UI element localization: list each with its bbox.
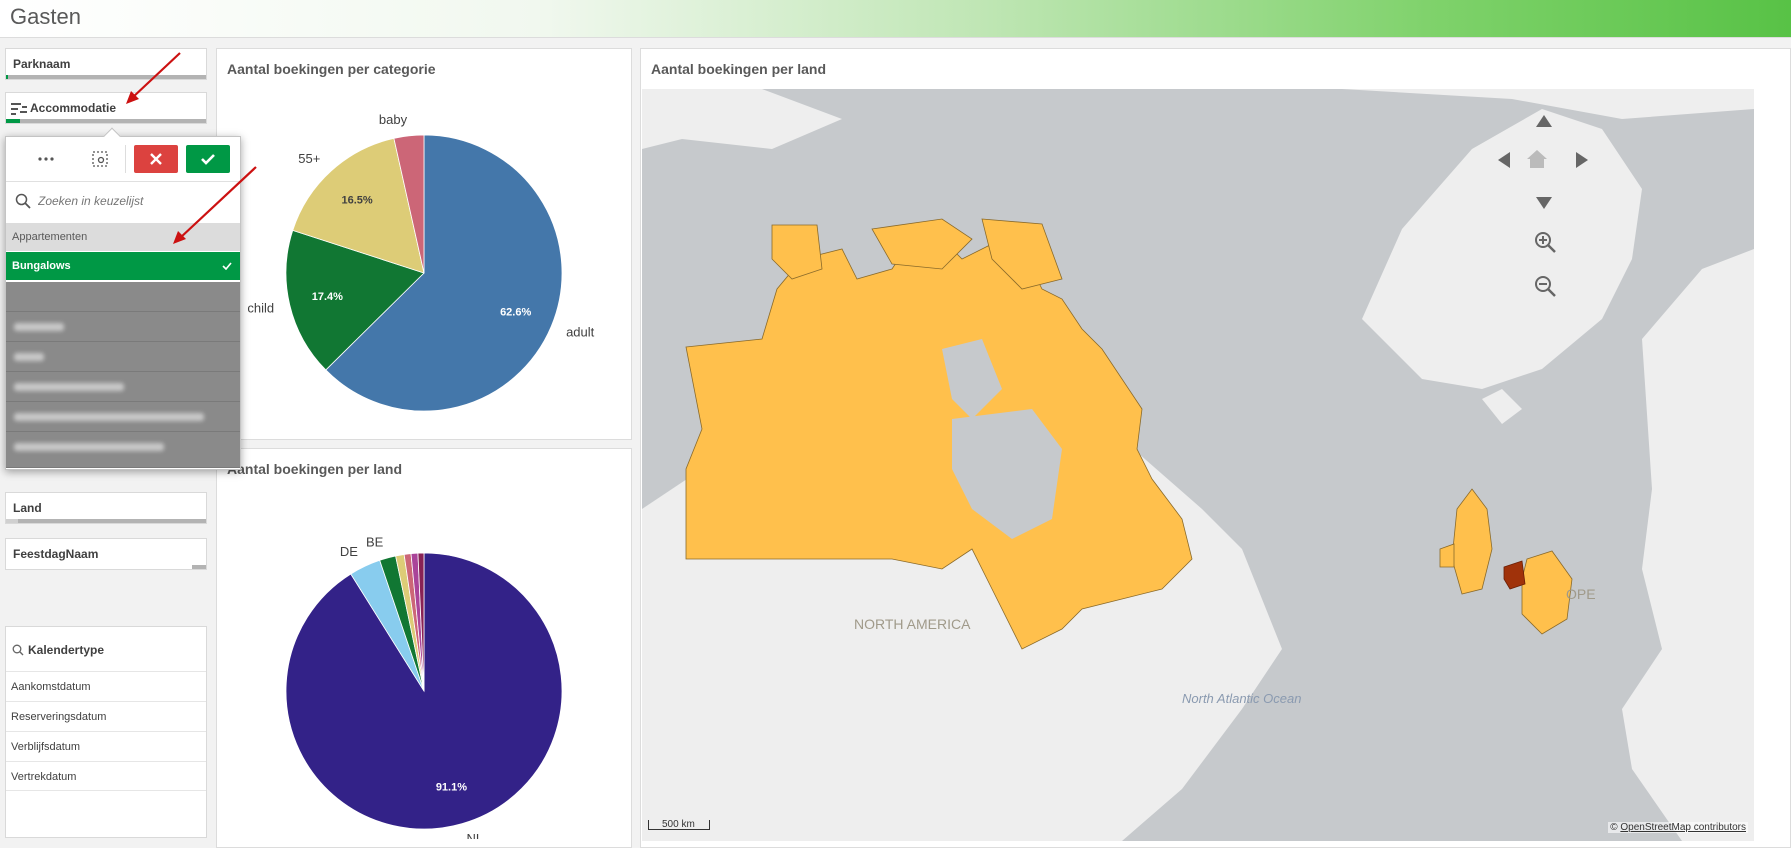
map-pan-right-icon[interactable] [1576, 152, 1588, 168]
filter-accommodatie[interactable]: Accommodatie [5, 92, 207, 124]
map-pan-up-icon[interactable] [1536, 115, 1552, 127]
land-chart-panel: Aantal boekingen per land 91.1% NL DE BE [216, 448, 632, 848]
pie-category-label: child [247, 300, 274, 315]
filter-parknaam-label: Parknaam [13, 57, 71, 71]
map-landmass-arctic [1342, 89, 1754, 119]
land-pie-chart: 91.1% NL DE BE [285, 534, 563, 839]
filter-accommodatie-label: Accommodatie [30, 101, 117, 115]
pie-category-label: DE [340, 544, 358, 559]
map-landmass-greenland [1362, 109, 1642, 389]
pie-data-label: 91.1% [436, 782, 467, 794]
map-pan-left-icon[interactable] [1498, 152, 1510, 168]
map-country-ireland[interactable] [1439, 543, 1455, 568]
map-canvas: NORTH AMERICA OPE North Atlantic Ocean [642, 89, 1754, 841]
filter-feestdagnaam-label: FeestdagNaam [13, 547, 99, 561]
map-country-netherlands[interactable] [1503, 560, 1526, 590]
map-pan-down-icon[interactable] [1536, 197, 1552, 209]
list-item[interactable]: Reserveringsdatum [6, 701, 206, 731]
map-home-icon[interactable] [1527, 150, 1547, 168]
attribution-link[interactable]: OpenStreetMap contributors [1620, 822, 1746, 833]
pie-slice[interactable] [325, 134, 563, 412]
accommodatie-selection-popover: Appartementen Bungalows [5, 127, 241, 470]
map-country-canada[interactable] [685, 238, 1193, 650]
map-landmass-iceland [1482, 389, 1522, 424]
map-country-canada-island[interactable] [981, 218, 1063, 290]
listbox-search-input[interactable] [38, 189, 234, 213]
land-chart-title: Aantal boekingen per land [227, 461, 403, 477]
map-scale-bar [648, 820, 710, 830]
map-view[interactable]: NORTH AMERICA OPE North Atlantic Ocean 5… [642, 89, 1754, 841]
map-label-north-america: NORTH AMERICA [854, 616, 971, 632]
list-item-blurred[interactable] [6, 282, 240, 312]
pie-category-label: 55+ [298, 151, 320, 166]
filter-feestdagnaam[interactable]: FeestdagNaam [5, 538, 207, 570]
list-item-bungalows[interactable]: Bungalows [6, 252, 240, 280]
more-options-button[interactable] [30, 145, 62, 173]
filter-parknaam[interactable]: Parknaam [5, 48, 207, 80]
map-zoom-out-icon[interactable] [1534, 275, 1556, 297]
kalendertype-title: Kalendertype [28, 643, 105, 657]
map-country-uk[interactable] [1451, 488, 1493, 595]
map-panel: Aantal boekingen per land NORTH AMERICA [640, 48, 1791, 848]
list-item[interactable]: Vertrekdatum [6, 761, 206, 791]
more-icon [38, 157, 54, 161]
filter-land-label: Land [13, 501, 42, 515]
map-scale-label: 500 km [662, 819, 695, 830]
map-country-canada-island[interactable] [771, 224, 823, 280]
pie-category-label: baby [379, 112, 408, 127]
map-attribution: © OpenStreetMap contributors [1608, 822, 1748, 833]
selection-icon [11, 103, 27, 115]
list-item-blurred[interactable] [6, 312, 240, 342]
categorie-chart-title: Aantal boekingen per categorie [227, 61, 436, 77]
list-item-blurred[interactable] [6, 402, 240, 432]
lasso-select-icon [92, 151, 108, 167]
search-icon [15, 193, 31, 209]
confirm-selection-button[interactable] [186, 145, 230, 173]
pie-category-label: adult [566, 324, 595, 339]
pie-slice[interactable] [292, 137, 425, 274]
kalendertype-listbox: Kalendertype Aankomstdatum Reserveringsd… [5, 626, 207, 838]
popover-arrow [103, 127, 121, 145]
map-country-canada-island[interactable] [871, 218, 973, 270]
search-icon[interactable] [12, 644, 24, 656]
pie-category-label: BE [366, 534, 384, 549]
attribution-copyright: © [1610, 822, 1618, 833]
list-item-blurred[interactable] [6, 432, 240, 468]
pie-data-label: 17.4% [312, 291, 343, 303]
filter-land[interactable]: Land [5, 492, 207, 524]
pie-data-label: 16.5% [342, 195, 373, 207]
map-zoom-in-icon[interactable] [1534, 231, 1556, 253]
list-item-blurred[interactable] [6, 342, 240, 372]
map-country-germany[interactable] [1521, 550, 1573, 635]
pie-category-label: NL [466, 831, 483, 839]
categorie-chart-panel: Aantal boekingen per categorie 62.6% adul… [216, 48, 632, 440]
list-item[interactable]: Aankomstdatum [6, 671, 206, 701]
app-header: Gasten [0, 0, 1791, 38]
list-item[interactable]: Verblijfsdatum [6, 731, 206, 761]
map-hudson-bay [942, 339, 1002, 419]
map-landmass-alaska [642, 89, 842, 149]
check-icon [201, 154, 215, 165]
check-icon [222, 262, 232, 270]
sheet-title: Gasten [10, 4, 81, 29]
pie-slice[interactable] [393, 134, 425, 274]
selection-tool-button[interactable] [84, 145, 116, 173]
map-label-ocean: North Atlantic Ocean [1182, 691, 1301, 706]
pie-slice[interactable] [285, 229, 425, 371]
pie-slice[interactable] [417, 552, 425, 692]
map-title: Aantal boekingen per land [651, 61, 827, 77]
categorie-pie-chart: 62.6% adult 17.4% child 16.5% 55+ baby [247, 112, 595, 412]
list-item-blurred[interactable] [6, 372, 240, 402]
pie-data-label: 62.6% [500, 306, 531, 318]
map-landmass-europe [1622, 249, 1754, 841]
map-label-europe: OPE [1566, 586, 1596, 602]
close-icon [150, 153, 162, 165]
list-item-appartementen[interactable]: Appartementen [6, 223, 240, 251]
cancel-selection-button[interactable] [134, 145, 178, 173]
list-item-label: Bungalows [12, 260, 71, 272]
map-hudson-bay [952, 409, 1062, 539]
